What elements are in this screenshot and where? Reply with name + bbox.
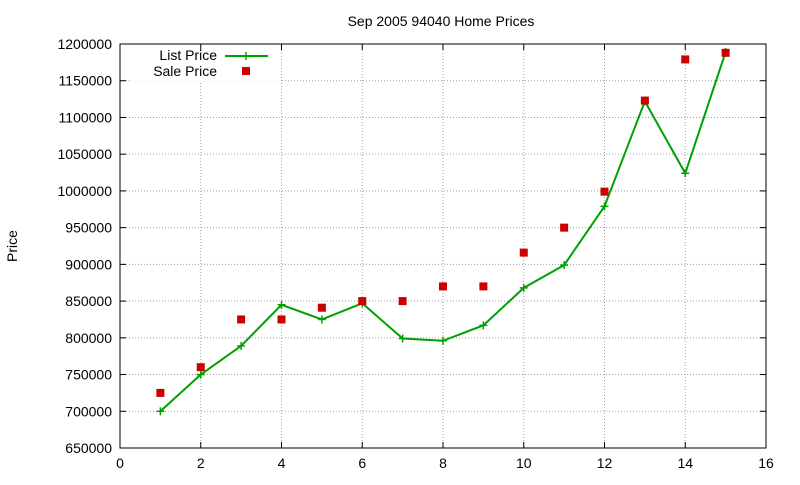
- sale-price-point: [560, 223, 569, 232]
- y-tick-label: 650000: [65, 440, 112, 456]
- y-tick-label: 700000: [65, 403, 112, 419]
- list-price-line: [159, 51, 727, 413]
- y-tick-label: 750000: [65, 367, 112, 383]
- series: [156, 48, 730, 416]
- y-tick-label: 900000: [65, 256, 112, 272]
- y-tick-label: 1000000: [57, 183, 112, 199]
- x-tick-label: 12: [597, 455, 613, 471]
- y-tick-label: 1100000: [59, 109, 113, 125]
- legend-label-list-price: List Price: [159, 47, 217, 63]
- x-tick-label: 2: [197, 455, 205, 471]
- chart-title: Sep 2005 94040 Home Prices: [348, 13, 535, 29]
- sale-price-point: [640, 96, 649, 105]
- x-tick-label: 14: [677, 455, 693, 471]
- legend-marker-sale-price: [242, 67, 250, 75]
- sale-price-point: [317, 303, 326, 312]
- sale-price-point: [721, 48, 730, 57]
- legend: List Price Sale Price: [153, 47, 268, 79]
- sale-price-point: [237, 315, 246, 324]
- grid: [120, 44, 766, 448]
- x-tick-label: 8: [439, 455, 447, 471]
- sale-price-point: [439, 282, 447, 291]
- y-tick-label: 850000: [65, 293, 112, 309]
- x-tick-label: 4: [278, 455, 286, 471]
- sale-price-point: [398, 297, 407, 306]
- plot-border: [119, 43, 767, 449]
- legend-label-sale-price: Sale Price: [153, 63, 217, 79]
- x-tick-label: 10: [516, 455, 532, 471]
- y-tick-label: 1200000: [57, 36, 112, 52]
- x-tick-label: 6: [358, 455, 366, 471]
- sale-price-point: [277, 315, 286, 324]
- sale-price-point: [519, 248, 528, 257]
- sale-price-point: [196, 363, 205, 372]
- legend-background: [130, 47, 280, 81]
- sale-price-point: [681, 55, 690, 64]
- y-axis-label: Price: [4, 230, 20, 262]
- sale-price-point: [358, 297, 367, 306]
- y-tick-label: 1150000: [59, 73, 113, 89]
- sale-price-point: [479, 282, 488, 291]
- sale-price-point: [156, 388, 165, 397]
- y-tick-label: 1050000: [57, 146, 112, 162]
- ticks: 0 2 4 6 8 10 12 14 16 650000 700000 750000 800000 850…: [57, 36, 774, 471]
- y-tick-label: 800000: [65, 330, 112, 346]
- sale-price-point: [600, 187, 609, 196]
- x-tick-label: 0: [116, 455, 124, 471]
- x-tick-label: 16: [758, 455, 774, 471]
- y-tick-label: 950000: [65, 220, 112, 236]
